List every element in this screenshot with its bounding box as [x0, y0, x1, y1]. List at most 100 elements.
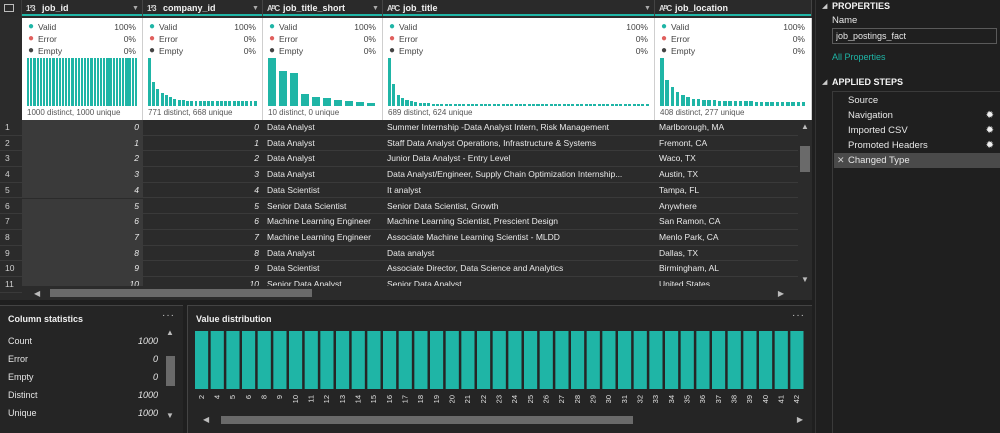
distribution-bar[interactable]: [602, 331, 616, 389]
cell-company-id[interactable]: 9: [254, 263, 259, 274]
distribution-bar[interactable]: [633, 331, 647, 389]
table-row[interactable]: 2 1 1 Data Analyst Staff Data Analyst Operat…: [0, 135, 798, 152]
vertical-scrollbar[interactable]: ▲ ▼: [798, 120, 812, 286]
column-profile[interactable]: ● Valid 100% ● Error 0% ● Empty 0% 689 distinct, …: [383, 18, 655, 120]
distribution-bar[interactable]: [508, 331, 522, 389]
row-number[interactable]: 4: [5, 169, 10, 180]
filter-dropdown-icon[interactable]: ▼: [132, 4, 139, 12]
cell-job-id[interactable]: 7: [22, 229, 143, 245]
table-row[interactable]: 4 3 3 Data Analyst Data Analyst/Engineer, Su…: [0, 167, 798, 183]
scroll-up-icon[interactable]: ▲: [166, 328, 174, 337]
distribution-bar[interactable]: [320, 331, 334, 389]
cell-job-id[interactable]: 9: [22, 261, 143, 277]
scrollbar-thumb[interactable]: [166, 356, 175, 386]
column-header-job-id[interactable]: 1²3 job_id ▼: [22, 0, 143, 16]
distribution-bar[interactable]: [477, 331, 491, 389]
cell-company-id[interactable]: 0: [254, 122, 259, 132]
cell-job-id[interactable]: 8: [22, 245, 143, 261]
row-number[interactable]: 7: [5, 216, 10, 227]
cell-job-title[interactable]: Machine Learning Scientist, Prescient De…: [387, 216, 559, 227]
distribution-bar[interactable]: [743, 331, 757, 389]
cell-job-location[interactable]: San Ramon, CA: [659, 216, 721, 227]
distribution-bar[interactable]: [555, 331, 569, 389]
column-header-job-title[interactable]: AᴮC job_title ▼: [383, 0, 655, 16]
number-type-icon[interactable]: 1²3: [26, 3, 36, 13]
scroll-up-icon[interactable]: ▲: [801, 122, 809, 131]
gear-icon[interactable]: ✹: [985, 140, 994, 151]
filter-dropdown-icon[interactable]: ▼: [252, 4, 259, 12]
distribution-scrollbar[interactable]: ◀ ▶: [193, 412, 809, 426]
cell-job-location[interactable]: Fremont, CA: [659, 137, 708, 148]
row-number[interactable]: 3: [5, 153, 10, 164]
distribution-bar[interactable]: [790, 331, 804, 389]
cell-job-location[interactable]: Anywhere: [659, 200, 697, 211]
more-options-icon[interactable]: ···: [162, 310, 175, 321]
cell-job-title[interactable]: Data analyst: [387, 247, 435, 258]
cell-company-id[interactable]: 1: [254, 137, 259, 148]
cell-company-id[interactable]: 5: [254, 200, 259, 211]
column-header-company-id[interactable]: 1²3 company_id ▼: [143, 0, 263, 16]
distribution-bar[interactable]: [492, 331, 506, 389]
cell-job-id[interactable]: 4: [22, 182, 143, 198]
distribution-bar[interactable]: [539, 331, 553, 389]
cell-job-title-short[interactable]: Data Analyst: [267, 137, 315, 148]
cell-job-location[interactable]: Marlborough, MA: [659, 122, 725, 132]
distribution-bar[interactable]: [242, 331, 256, 389]
statistics-scrollbar[interactable]: ▲ ▼: [164, 328, 176, 420]
distribution-bar[interactable]: [273, 331, 287, 389]
cell-job-title-short[interactable]: Data Analyst: [267, 153, 315, 164]
cell-company-id[interactable]: 4: [254, 184, 259, 195]
scroll-right-icon[interactable]: ▶: [777, 289, 784, 298]
row-number[interactable]: 5: [5, 184, 10, 195]
more-options-icon[interactable]: ···: [792, 310, 805, 321]
applied-step[interactable]: Navigation ✹: [834, 108, 1000, 123]
distribution-bar[interactable]: [524, 331, 538, 389]
all-properties-link[interactable]: All Properties: [832, 52, 886, 62]
cell-job-title-short[interactable]: Data Analyst: [267, 169, 315, 180]
cell-job-location[interactable]: Dallas, TX: [659, 247, 699, 258]
distribution-bar[interactable]: [665, 331, 679, 389]
cell-job-title[interactable]: Summer Internship -Data Analyst Intern, …: [387, 122, 610, 132]
distribution-bar[interactable]: [289, 331, 303, 389]
distribution-bar[interactable]: [195, 331, 209, 389]
distribution-bar[interactable]: [696, 331, 710, 389]
cell-job-title-short[interactable]: Data Scientist: [267, 263, 320, 274]
column-header-job-location[interactable]: AᴮC job_location: [655, 0, 812, 16]
cell-job-location[interactable]: Tampa, FL: [659, 184, 700, 195]
distribution-bar[interactable]: [680, 331, 694, 389]
number-type-icon[interactable]: 1²3: [147, 3, 157, 13]
cell-job-title[interactable]: It analyst: [387, 184, 422, 195]
distribution-bar[interactable]: [210, 331, 224, 389]
cell-job-title[interactable]: Staff Data Analyst Operations, Infrastru…: [387, 137, 597, 148]
distribution-bar[interactable]: [445, 331, 459, 389]
distribution-bar[interactable]: [649, 331, 663, 389]
scroll-down-icon[interactable]: ▼: [166, 411, 174, 420]
text-type-icon[interactable]: AᴮC: [659, 3, 672, 13]
applied-step[interactable]: Promoted Headers ✹: [834, 138, 1000, 153]
distribution-bar[interactable]: [618, 331, 632, 389]
scrollbar-thumb[interactable]: [221, 416, 633, 424]
column-profile[interactable]: ● Valid 100% ● Error 0% ● Empty 0% 10 distinct, 0…: [263, 18, 383, 120]
row-number[interactable]: 11: [5, 279, 14, 289]
cell-job-id[interactable]: 3: [22, 167, 143, 183]
row-number[interactable]: 10: [5, 263, 15, 274]
delete-step-icon[interactable]: ✕: [837, 155, 845, 165]
gear-icon[interactable]: ✹: [985, 110, 994, 121]
cell-job-title[interactable]: Associate Director, Data Science and Ana…: [387, 263, 564, 274]
cell-job-title-short[interactable]: Data Scientist: [267, 184, 320, 195]
cell-company-id[interactable]: 6: [254, 216, 259, 227]
distribution-bar[interactable]: [774, 331, 788, 389]
table-row[interactable]: 7 6 6 Machine Learning Engineer Machine Lear…: [0, 214, 798, 230]
scroll-left-icon[interactable]: ◀: [34, 289, 41, 298]
cell-job-id[interactable]: 0: [22, 120, 143, 135]
distribution-bar[interactable]: [571, 331, 585, 389]
cell-company-id[interactable]: 7: [254, 231, 259, 242]
table-row[interactable]: 6 5 5 Senior Data Scientist Senior Data Scie…: [0, 198, 798, 215]
cell-job-id[interactable]: 6: [22, 214, 143, 230]
cell-job-title-short[interactable]: Senior Data Analyst: [267, 279, 342, 289]
scroll-left-icon[interactable]: ◀: [203, 415, 210, 424]
cell-job-id[interactable]: 2: [22, 151, 143, 167]
distribution-bar[interactable]: [367, 331, 381, 389]
applied-step[interactable]: Imported CSV ✹: [834, 123, 1000, 138]
distribution-bar[interactable]: [430, 331, 444, 389]
